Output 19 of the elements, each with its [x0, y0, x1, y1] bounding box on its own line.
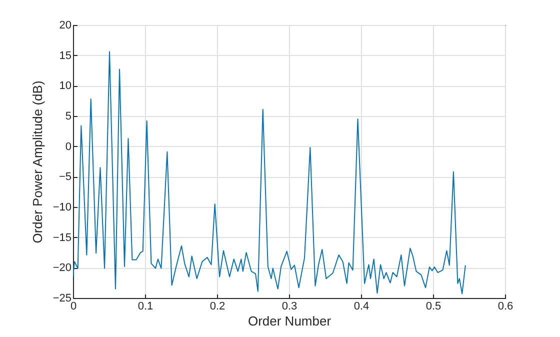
y-axis-title: Order Power Amplitude (dB) — [30, 80, 45, 244]
x-axis-title: Order Number — [248, 314, 332, 328]
x-tick-label: 0.1 — [138, 300, 154, 312]
x-tick-label: 0.5 — [426, 300, 442, 312]
line-series — [73, 51, 466, 294]
y-tick-label: −20 — [52, 262, 72, 274]
y-tick-label: −25 — [52, 292, 72, 304]
y-tick-label: 10 — [59, 80, 72, 92]
y-tick-label: 0 — [65, 140, 72, 153]
y-tick-label: 5 — [65, 110, 72, 122]
y-tick-label: 20 — [59, 20, 72, 32]
x-tick-label: 0.3 — [282, 300, 298, 312]
x-tick-label: 0.6 — [498, 300, 514, 312]
y-tick-label: −15 — [52, 232, 72, 244]
y-tick-label: 15 — [59, 50, 72, 62]
x-tick-label: 0.4 — [354, 300, 370, 312]
y-tick-label: −5 — [58, 171, 72, 184]
x-tick-label: 0.2 — [210, 300, 226, 312]
y-tick-label: −10 — [52, 202, 72, 214]
